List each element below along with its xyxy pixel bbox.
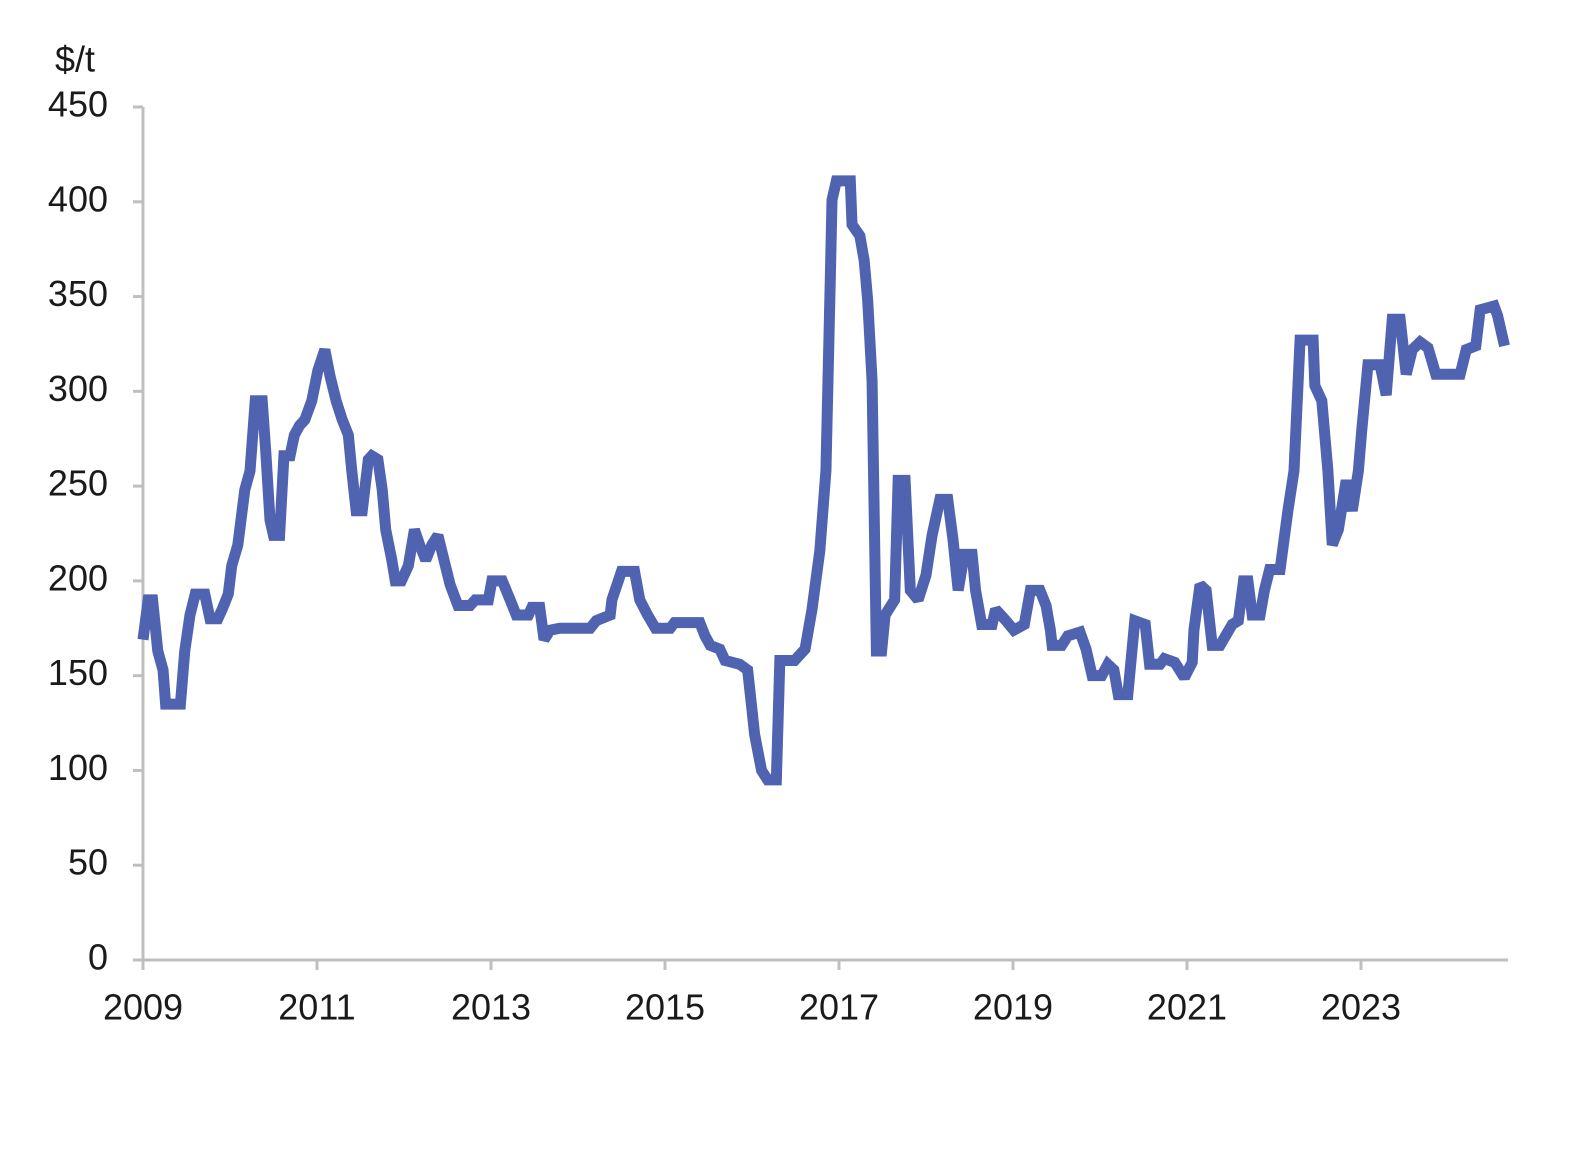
- y-tick-label: 50: [68, 842, 108, 883]
- y-tick-label: 450: [48, 84, 108, 125]
- y-axis-unit: $/t: [55, 39, 95, 80]
- x-tick-label: 2011: [278, 987, 355, 1028]
- y-tick-label: 300: [48, 368, 108, 409]
- x-tick-label: 2023: [1321, 987, 1401, 1028]
- y-tick-label: 400: [48, 178, 108, 219]
- x-tick-label: 2021: [1147, 987, 1227, 1028]
- x-tick-label: 2009: [103, 987, 183, 1028]
- x-tick-label: 2015: [625, 987, 705, 1028]
- y-tick-label: 350: [48, 273, 108, 314]
- data-line: [137, 175, 1510, 786]
- y-tick-label: 150: [48, 652, 108, 693]
- y-tick-label: 100: [48, 747, 108, 788]
- x-tick-label: 2019: [973, 987, 1053, 1028]
- x-tick-label: 2013: [451, 987, 531, 1028]
- y-tick-label: 0: [88, 937, 108, 978]
- y-tick-label: 250: [48, 463, 108, 504]
- y-tick-label: 200: [48, 557, 108, 598]
- x-tick-label: 2017: [799, 987, 879, 1028]
